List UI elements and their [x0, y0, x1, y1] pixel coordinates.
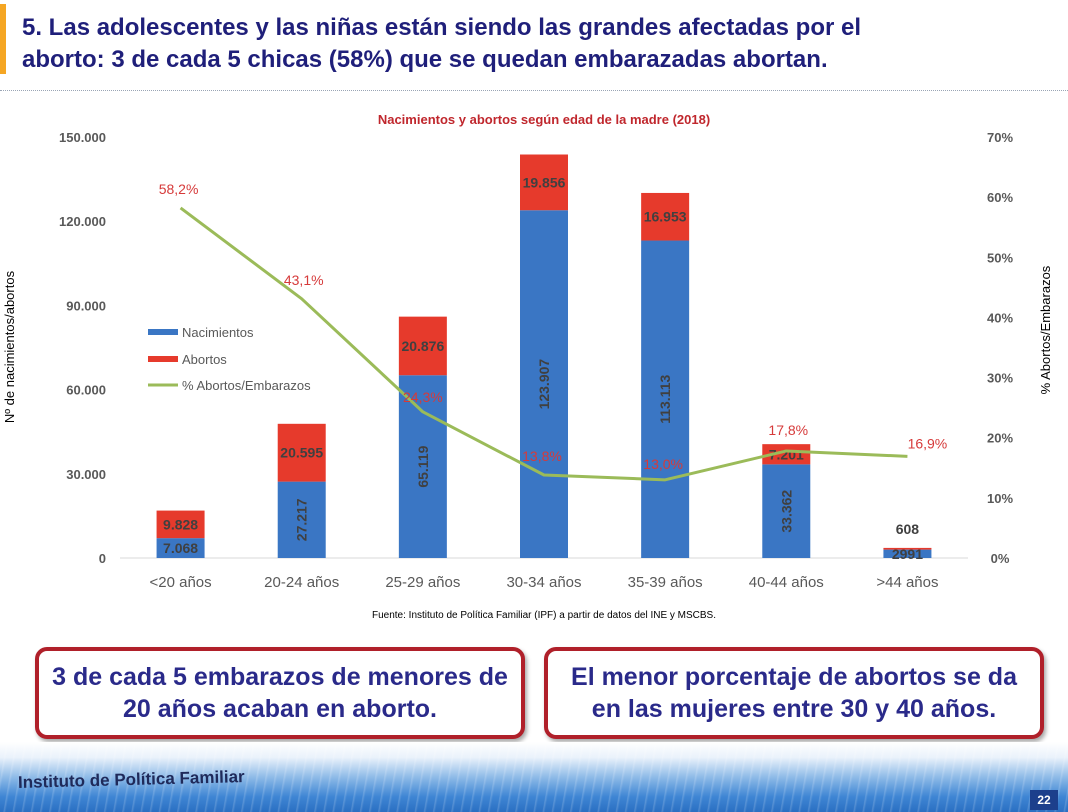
bar-label-nacimientos: 27.217 [294, 498, 310, 541]
bar-label-abortos: 20.595 [280, 445, 323, 461]
y-axis-title: Nº de nacimientos/abortos [2, 270, 17, 423]
legend-label-abortos: Abortos [182, 352, 227, 367]
bar-nacimientos [520, 210, 568, 558]
slide-title-line-1: 5. Las adolescentes y las niñas están si… [22, 14, 862, 41]
x-tick-label: 25-29 años [385, 574, 460, 591]
x-tick-label: 30-34 años [506, 574, 581, 591]
bar-abortos [398, 316, 447, 376]
pct-label: 17,8% [768, 422, 808, 438]
bar-abortos [156, 510, 205, 539]
bar-label-abortos: 608 [896, 521, 920, 537]
x-tick-label: 40-44 años [749, 574, 824, 591]
bar-label-nacimientos: 113.113 [657, 375, 673, 424]
callout-minors: 3 de cada 5 embarazos de menores de 20 a… [35, 647, 525, 739]
legend-label-pct: % Abortos/Embarazos [182, 378, 311, 393]
x-tick-label: 35-39 años [628, 574, 703, 591]
pct-label: 43,1% [284, 272, 324, 288]
bar-nacimientos [398, 375, 447, 558]
footer-banner: Instituto de Política Familiar 22 [0, 742, 1068, 812]
y-tick-label: 90.000 [66, 298, 106, 313]
bar-abortos [883, 547, 932, 550]
bar-abortos [762, 444, 811, 465]
y2-tick-label: 0% [991, 551, 1010, 566]
bar-label-abortos: 9.828 [163, 516, 198, 532]
slide-title-line-2: aborto: 3 de cada 5 chicas (58%) que se … [22, 46, 828, 73]
bar-nacimientos [762, 464, 811, 558]
legend-swatch-nacimientos [148, 329, 178, 335]
bar-label-abortos: 20.876 [401, 338, 444, 354]
callout-minors-text: 3 de cada 5 embarazos de menores de 20 a… [52, 663, 508, 723]
y2-axis-title: % Abortos/Embarazos [1038, 265, 1053, 394]
x-tick-label: >44 años [876, 574, 938, 591]
slide-title: 5. Las adolescentes y las niñas están si… [22, 12, 1042, 76]
bar-nacimientos [156, 538, 205, 558]
y-tick-label: 150.000 [59, 130, 106, 145]
footer-grass-texture [0, 742, 1068, 812]
chart-source: Fuente: Instituto de Política Familiar (… [372, 610, 716, 621]
pct-label: 24,3% [403, 389, 443, 405]
line-pct-abortos-embarazos [179, 206, 908, 482]
callout-lowest-percentage-text: El menor porcentaje de abortos se da en … [571, 663, 1017, 723]
bar-label-nacimientos: 33.362 [778, 490, 794, 533]
bar-abortos [277, 423, 326, 482]
y2-tick-label: 50% [987, 250, 1013, 265]
bar-label-abortos: 16.953 [644, 209, 687, 225]
bar-label-nacimientos: 123.907 [536, 359, 552, 410]
y-tick-label: 30.000 [66, 467, 106, 482]
bar-label-nacimientos: 2991 [892, 546, 923, 562]
pct-label: 58,2% [159, 181, 199, 197]
legend-label-nacimientos: Nacimientos [182, 325, 254, 340]
legend-swatch-abortos [148, 356, 178, 362]
title-divider [0, 90, 1068, 91]
bar-label-nacimientos: 65.119 [415, 445, 431, 487]
y2-tick-label: 40% [987, 310, 1013, 325]
chart-title: Nacimientos y abortos según edad de la m… [378, 112, 710, 127]
births-abortions-chart: Nacimientos y abortos según edad de la m… [2, 112, 1053, 621]
page-number: 22 [1030, 790, 1058, 810]
y-tick-label: 120.000 [59, 214, 106, 229]
y-tick-label: 60.000 [66, 383, 106, 398]
y2-tick-label: 70% [987, 130, 1013, 145]
bar-nacimientos [277, 481, 326, 558]
x-tick-label: 20-24 años [264, 574, 339, 591]
pct-label: 16,9% [908, 435, 948, 451]
bar-nacimientos [641, 240, 690, 558]
bar-abortos [520, 154, 568, 211]
x-tick-label: <20 años [150, 574, 212, 591]
y2-tick-label: 30% [987, 371, 1013, 386]
y2-tick-label: 60% [987, 190, 1013, 205]
y2-tick-label: 20% [987, 431, 1013, 446]
y-tick-label: 0 [99, 551, 106, 566]
y2-tick-label: 10% [987, 491, 1013, 506]
pct-label: 13,8% [522, 448, 562, 464]
bar-label-abortos: 19.856 [523, 174, 566, 190]
bar-abortos [641, 192, 690, 241]
title-accent-bar [0, 4, 6, 74]
bar-nacimientos [883, 549, 932, 558]
bar-label-nacimientos: 7.068 [163, 540, 198, 556]
callout-lowest-percentage: El menor porcentaje de abortos se da en … [544, 647, 1044, 739]
pct-label: 13,0% [643, 456, 683, 472]
